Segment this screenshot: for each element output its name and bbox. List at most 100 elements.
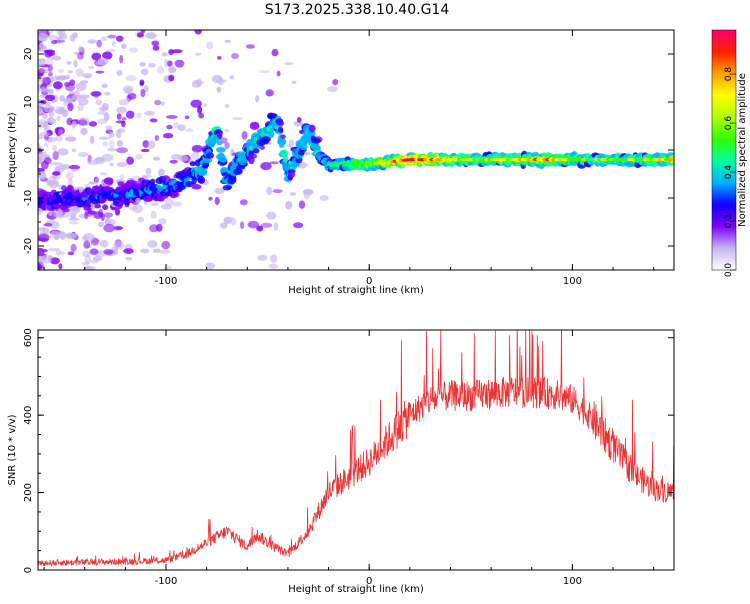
spectrogram-noise-cell bbox=[241, 131, 248, 140]
spectrogram-noise-cell bbox=[103, 249, 114, 255]
spectrogram-noise-cell bbox=[59, 231, 67, 241]
spectrogram-y-ticks: -20 -10 0 10 20 bbox=[23, 29, 674, 271]
spectrogram-noise-cell bbox=[67, 251, 75, 256]
spectrogram-noise-cell bbox=[164, 265, 172, 270]
spectrogram-noise-cell bbox=[71, 148, 77, 153]
spectrogram-noise-cell bbox=[214, 188, 225, 194]
spectrogram-noise-cell bbox=[57, 148, 69, 156]
spectrogram-noise-cell bbox=[93, 211, 103, 219]
spectrogram-noise-cell bbox=[89, 135, 95, 144]
snr-y-axis-label: SNR (10 * v/v) bbox=[7, 414, 18, 485]
spectrogram-noise-cell bbox=[150, 202, 159, 206]
spectrogram-noise-cell bbox=[42, 76, 51, 86]
spectrogram-noise-cell bbox=[136, 112, 142, 119]
spectrogram-noise-cell bbox=[46, 57, 54, 66]
spectrogram-noise-cell bbox=[166, 124, 173, 130]
spectrogram-ridge-cell bbox=[233, 168, 243, 175]
spectrogram-noise-cell bbox=[53, 81, 63, 90]
spectrogram-noise-cell bbox=[168, 66, 177, 74]
snr-x-ticks: -100 0 100 bbox=[43, 330, 655, 587]
spectrogram-noise-cell bbox=[98, 106, 109, 112]
spectrogram-noise-cell bbox=[171, 49, 183, 54]
spectrogram-x-tick-label: -100 bbox=[155, 276, 178, 287]
spectrogram-noise-cell bbox=[68, 221, 80, 225]
spectrogram-core-cell bbox=[666, 158, 673, 162]
spectrogram-noise-cell bbox=[73, 60, 78, 68]
spectrogram-noise-cell bbox=[230, 217, 237, 226]
spectrogram-noise-cell bbox=[170, 154, 182, 160]
spectrogram-noise-cell bbox=[225, 103, 230, 109]
spectrogram-noise-cell bbox=[78, 151, 89, 158]
spectrogram-noise-cell bbox=[97, 57, 109, 66]
spectrogram-noise-cell bbox=[65, 83, 76, 92]
spectrogram-ridge-cell bbox=[311, 138, 321, 144]
spectrogram-heatmap bbox=[38, 30, 674, 270]
spectrogram-ridge-cell bbox=[185, 180, 194, 188]
spectrogram-y-tick-label: -20 bbox=[23, 238, 34, 254]
spectrogram-ridge-cell bbox=[205, 152, 214, 159]
spectrogram-noise-cell bbox=[165, 115, 178, 119]
spectrogram-ridge-cell bbox=[280, 134, 286, 139]
spectrogram-noise-cell bbox=[39, 42, 44, 49]
colorbar-ticks: 0.0 0.2 0.4 0.6 0.8 bbox=[724, 67, 736, 277]
spectrogram-noise-cell bbox=[82, 250, 91, 257]
spectrogram-noise-cell bbox=[157, 168, 165, 177]
spectrogram-ridge-cell bbox=[189, 161, 196, 167]
spectrogram-noise-cell bbox=[61, 109, 69, 118]
spectrogram-noise-cell bbox=[39, 131, 50, 137]
spectrogram-ridge-cell bbox=[102, 204, 109, 211]
spectrogram-noise-cell bbox=[291, 80, 297, 84]
spectrogram-noise-cell bbox=[38, 68, 45, 76]
spectrogram-noise-cell bbox=[142, 140, 150, 148]
spectrogram-noise-cell bbox=[53, 39, 66, 43]
spectrogram-noise-cell bbox=[68, 217, 80, 221]
spectrogram-noise-cell bbox=[126, 156, 134, 165]
spectrogram-noise-cell bbox=[100, 36, 108, 42]
spectrogram-noise-cell bbox=[38, 119, 48, 127]
snr-x-tick-label: -100 bbox=[155, 576, 178, 587]
spectrogram-noise-cell bbox=[147, 140, 156, 150]
spectrogram-noise-cell bbox=[101, 83, 108, 89]
spectrogram-noise-cell bbox=[69, 212, 77, 220]
spectrogram-noise-cell bbox=[55, 127, 62, 137]
spectrogram-noise-cell bbox=[104, 217, 111, 226]
spectrogram-noise-cell bbox=[327, 86, 338, 93]
spectrogram-ridge-cell bbox=[216, 140, 223, 146]
spectrogram-noise-cell bbox=[191, 144, 203, 153]
spectrogram-noise-cell bbox=[67, 70, 73, 74]
spectrogram-ridge-cell bbox=[277, 126, 284, 133]
spectrogram-noise-cell bbox=[97, 118, 108, 125]
spectrogram-noise-cell bbox=[125, 257, 133, 261]
spectrogram-noise-cell bbox=[276, 70, 281, 77]
spectrogram-noise-cell bbox=[273, 222, 279, 231]
spectrogram-ridge-cell bbox=[252, 148, 260, 154]
spectrogram-noise-cell bbox=[78, 94, 90, 99]
spectrogram-noise-cell bbox=[66, 60, 72, 65]
spectrogram-plot-area bbox=[38, 30, 674, 270]
spectrogram-ridge-cell bbox=[267, 130, 275, 139]
spectrogram-noise-cell bbox=[203, 103, 208, 107]
spectrogram-noise-cell bbox=[113, 241, 125, 250]
spectrogram-noise-cell bbox=[48, 34, 59, 41]
spectrogram-noise-cell bbox=[239, 199, 248, 206]
spectrogram-noise-cell bbox=[152, 248, 161, 253]
spectrogram-noise-cell bbox=[123, 248, 134, 255]
spectrogram-ridge-cell bbox=[269, 113, 278, 118]
spectrogram-ridge-cell bbox=[277, 140, 286, 145]
spectrogram-x-axis-label: Height of straight line (km) bbox=[288, 285, 424, 296]
spectrogram-ridge-cell bbox=[277, 121, 285, 126]
spectrogram-noise-cell bbox=[69, 34, 76, 42]
spectrogram-noise-cell bbox=[137, 216, 144, 223]
spectrogram-noise-cell bbox=[42, 113, 48, 120]
spectrogram-noise-cell bbox=[47, 118, 57, 124]
spectrogram-ridge-cell bbox=[220, 167, 229, 174]
spectrogram-noise-cell bbox=[139, 80, 145, 87]
spectrogram-noise-cell bbox=[332, 79, 339, 86]
spectrogram-noise-cell bbox=[147, 240, 158, 248]
spectrogram-noise-cell bbox=[190, 99, 202, 108]
spectrogram-noise-cell bbox=[283, 62, 294, 66]
spectrogram-noise-cell bbox=[249, 121, 260, 130]
spectrogram-noise-cell bbox=[95, 70, 105, 74]
colorbar: 0.0 0.2 0.4 0.6 0.8 Normalized spectral ampl… bbox=[711, 29, 748, 277]
